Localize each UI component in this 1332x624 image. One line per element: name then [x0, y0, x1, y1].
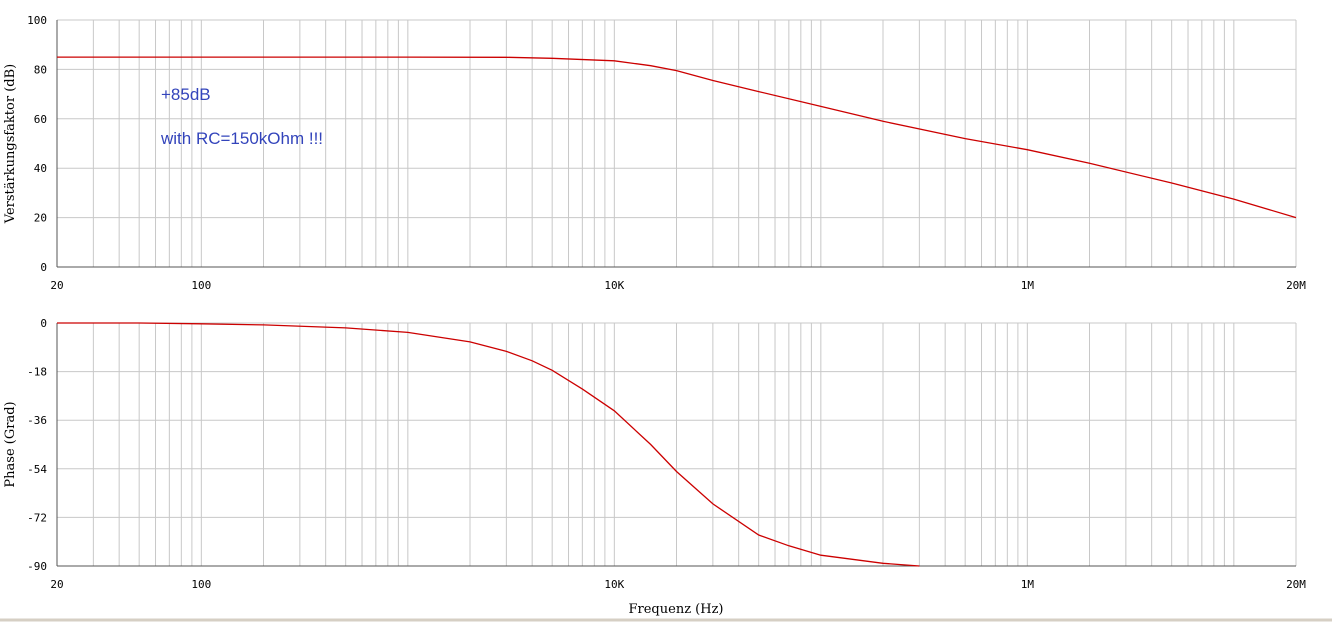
series-line — [57, 322, 920, 567]
y-tick-label: 100 — [27, 14, 47, 27]
y-tick-label: 0 — [40, 317, 47, 330]
y-tick-label: -90 — [27, 560, 47, 573]
y-axis-title: Verstärkungsfaktor (dB) — [3, 64, 18, 224]
series-line — [57, 56, 1297, 219]
y-tick-label: -18 — [27, 366, 47, 379]
phase-panel: -90 -72 -54 -36 -18 0 20 100 10K 1M 20M Phase (Grad… — [3, 317, 1306, 591]
x-tick-label: 1M — [1021, 578, 1035, 591]
y-tick-label: -72 — [27, 511, 47, 524]
y-tick-label: 0 — [40, 261, 47, 274]
y-tick-label: 40 — [34, 162, 47, 175]
y-tick-label: 60 — [34, 113, 47, 126]
x-axis-title: Frequenz (Hz) — [629, 602, 724, 617]
x-tick-label: 20 — [50, 578, 63, 591]
x-tick-label: 100 — [191, 578, 211, 591]
x-tick-label: 20 — [50, 279, 63, 292]
chart-annotation: with RC=150kOhm !!! — [160, 129, 323, 148]
x-tick-label: 20M — [1286, 578, 1306, 591]
y-axis-title: Phase (Grad) — [3, 401, 18, 487]
y-tick-label: 20 — [34, 212, 47, 225]
x-tick-label: 10K — [604, 578, 624, 591]
x-tick-label: 1M — [1021, 279, 1035, 292]
y-tick-label: 80 — [34, 63, 47, 76]
y-tick-label: -54 — [27, 463, 47, 476]
x-tick-label: 100 — [191, 279, 211, 292]
x-tick-label: 10K — [604, 279, 624, 292]
chart-annotation: +85dB — [161, 85, 211, 104]
y-tick-label: -36 — [27, 414, 47, 427]
x-tick-label: 20M — [1286, 279, 1306, 292]
